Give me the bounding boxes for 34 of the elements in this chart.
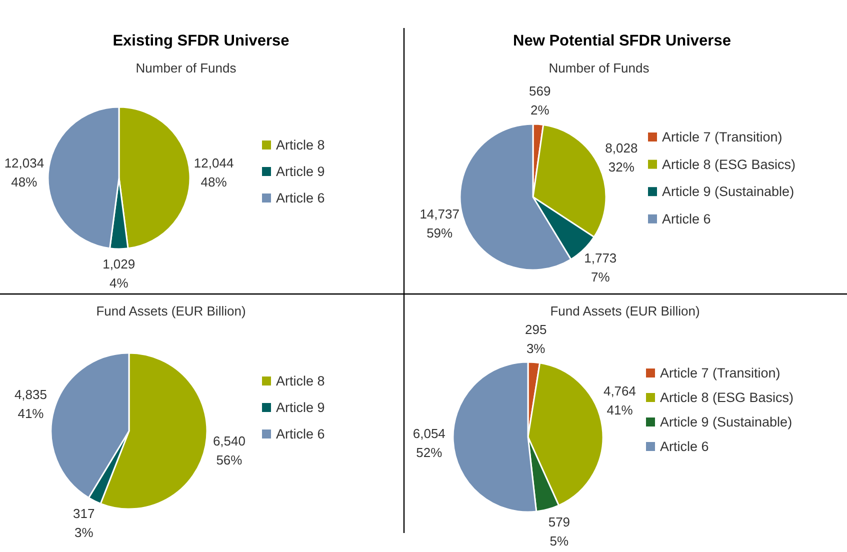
legend-label: Article 9 bbox=[276, 164, 325, 179]
legend-label: Article 8 bbox=[276, 374, 325, 388]
legend-label: Article 8 (ESG Basics) bbox=[662, 156, 796, 172]
data-label: 8,028 32% bbox=[605, 140, 638, 174]
legend-label: Article 7 (Transition) bbox=[660, 366, 780, 380]
data-label: 4,764 41% bbox=[603, 382, 636, 417]
data-label: 6,540 56% bbox=[212, 432, 246, 467]
chart-title: New Potential SFDR Universe bbox=[513, 32, 732, 50]
chart-subtitle: Number of Funds bbox=[548, 60, 650, 76]
legend-label: Article 9 (Sustainable) bbox=[662, 184, 794, 200]
chart-subtitle: Fund Assets (EUR Billion) bbox=[550, 304, 700, 318]
data-label: 317 3% bbox=[73, 505, 95, 540]
chart-title: Existing SFDR Universe bbox=[112, 32, 290, 50]
data-label: 12,034 48% bbox=[4, 154, 44, 189]
chart-subtitle: Number of Funds bbox=[136, 60, 237, 76]
legend-label: Article 9 bbox=[276, 400, 325, 415]
data-label: 569 2% bbox=[529, 83, 551, 118]
data-label: 1,773 7% bbox=[584, 250, 617, 284]
data-label: 4,835 41% bbox=[14, 386, 48, 421]
data-label: 14,737 59% bbox=[420, 206, 460, 240]
legend-label: Article 8 bbox=[276, 138, 325, 152]
data-label: 6,054 52% bbox=[412, 426, 446, 460]
legend-label: Article 9 (Sustainable) bbox=[660, 414, 792, 430]
legend-label: Article 6 bbox=[660, 439, 709, 454]
legend-label: Article 8 (ESG Basics) bbox=[660, 390, 794, 405]
legend-label: Article 7 (Transition) bbox=[662, 130, 782, 144]
legend-label: Article 6 bbox=[276, 426, 325, 442]
legend-label: Article 6 bbox=[662, 211, 711, 226]
legend-label: Article 6 bbox=[276, 190, 325, 206]
data-label: 579 5% bbox=[548, 514, 570, 548]
data-label: 12,044 48% bbox=[194, 154, 234, 189]
data-label: 295 3% bbox=[524, 321, 547, 356]
data-label: 1,029 4% bbox=[102, 256, 136, 290]
chart-subtitle: Fund Assets (EUR Billion) bbox=[96, 304, 246, 318]
